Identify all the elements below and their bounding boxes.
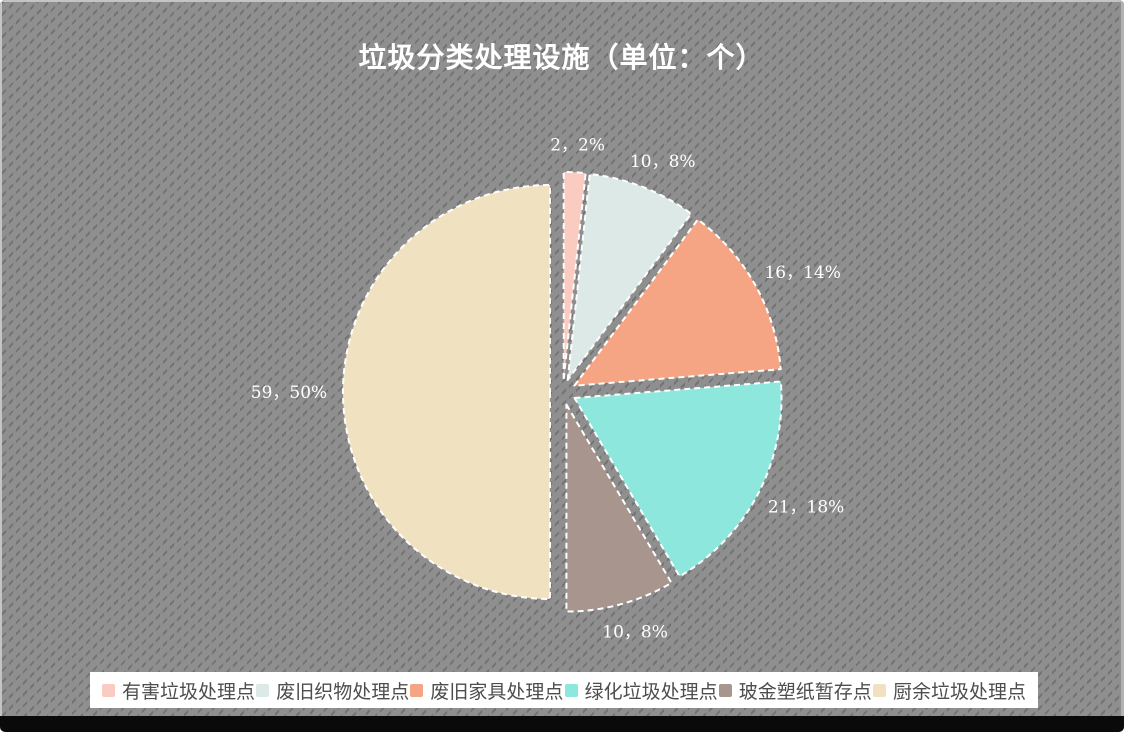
legend-item-0[interactable]: 有害垃圾处理点	[102, 677, 255, 704]
legend-label: 玻金塑纸暂存点	[738, 680, 872, 703]
legend-item-4[interactable]: 玻金塑纸暂存点	[718, 677, 872, 704]
legend-label: 有害垃圾处理点	[122, 680, 256, 703]
data-label-1: 10，8%	[630, 152, 696, 172]
slide-background: 垃圾分类处理设施（单位：个） 2，2% 10，8% 16，14% 21，18% 10，8…	[0, 0, 1124, 716]
bottom-border-bar	[0, 716, 1124, 732]
chart-title: 垃圾分类处理设施（单位：个）	[358, 41, 765, 74]
pie-slice-1[interactable]	[566, 173, 693, 381]
pie-chart: 2，2% 10，8% 16，14% 21，18% 10，8% 59，50%	[251, 135, 845, 642]
data-label-2: 16，14%	[764, 263, 840, 283]
legend-label: 厨余垃圾处理点	[892, 680, 1026, 703]
data-label-4: 10，8%	[602, 622, 668, 642]
pie-slice-4[interactable]	[565, 403, 673, 613]
pie-slice-3[interactable]	[573, 380, 783, 578]
legend-item-2[interactable]: 废旧家具处理点	[410, 677, 563, 704]
legend-swatch-icon	[718, 683, 732, 697]
legend-label: 绿化垃圾处理点	[584, 680, 718, 703]
legend-swatch-icon	[256, 683, 270, 697]
legend-swatch-icon	[102, 683, 115, 697]
data-label-0: 2，2%	[550, 135, 605, 155]
pie-slice-0[interactable]	[562, 171, 587, 381]
legend-item-1[interactable]: 废旧织物处理点	[256, 677, 409, 704]
legend-label: 废旧织物处理点	[276, 680, 410, 703]
legend-item-5[interactable]: 厨余垃圾处理点	[872, 677, 1026, 704]
data-label-5: 59，50%	[251, 383, 327, 403]
legend-swatch-icon	[564, 683, 578, 697]
legend-label: 废旧家具处理点	[430, 680, 564, 703]
legend-swatch-icon	[872, 683, 886, 697]
data-label-3: 21，18%	[768, 497, 844, 517]
legend-item-3[interactable]: 绿化垃圾处理点	[564, 677, 718, 704]
chart-legend: 有害垃圾处理点 废旧织物处理点 废旧家具处理点 绿化垃圾处理点 玻金塑纸暂存点 厨余垃圾处…	[90, 672, 1038, 708]
pie-slice-5[interactable]	[342, 184, 551, 600]
pie-slice-2[interactable]	[573, 218, 782, 387]
legend-swatch-icon	[410, 683, 424, 697]
